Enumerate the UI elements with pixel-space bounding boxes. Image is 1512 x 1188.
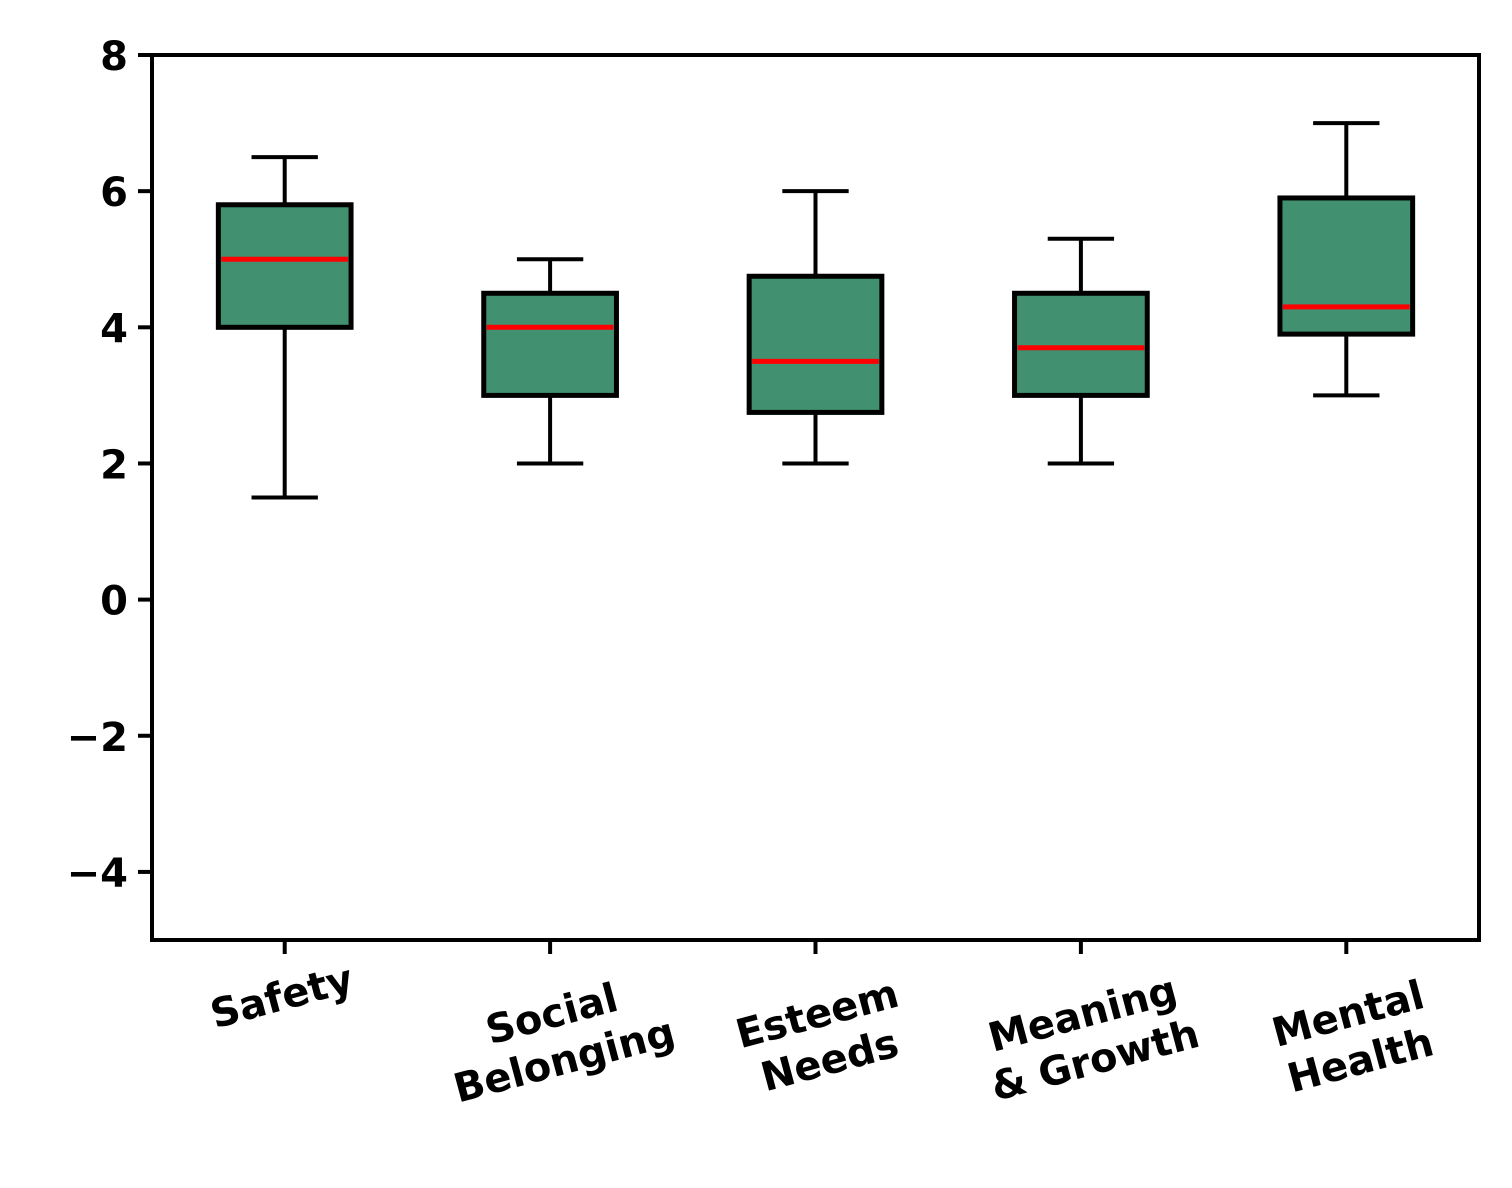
- x-tick-label: Safety: [206, 956, 358, 1038]
- y-tick-label: 0: [100, 579, 128, 625]
- box: [215, 202, 354, 330]
- y-tick-label: 4: [100, 306, 128, 352]
- y-tick-label: −4: [67, 851, 128, 897]
- box: [746, 273, 885, 415]
- y-axis: −4 −2 0 2 4 6 8: [67, 34, 152, 897]
- box-group: [1277, 121, 1416, 398]
- box: [481, 290, 619, 398]
- y-tick-label: 6: [100, 170, 128, 216]
- x-tick-label-line: Safety: [206, 956, 358, 1038]
- box-group: [1012, 236, 1150, 466]
- box: [1277, 195, 1416, 337]
- x-tick-label: SocialBelonging: [437, 963, 680, 1112]
- y-tick-label: 8: [100, 34, 128, 80]
- plot-marks: [215, 121, 1416, 500]
- x-tick-label: MentalHealth: [1267, 972, 1441, 1103]
- x-tick-label: Meaning& Growth: [974, 965, 1204, 1111]
- y-tick-label: 2: [100, 442, 128, 488]
- x-tick-label: EsteemNeeds: [731, 971, 916, 1105]
- x-axis: Safety SocialBelonging EsteemNeeds Meaning&…: [206, 940, 1441, 1112]
- box-group: [215, 155, 354, 500]
- box-group: [481, 257, 619, 466]
- box-group: [746, 189, 885, 466]
- box: [1012, 290, 1150, 398]
- y-tick-label: −2: [67, 715, 128, 761]
- axes-frame: [150, 53, 1481, 942]
